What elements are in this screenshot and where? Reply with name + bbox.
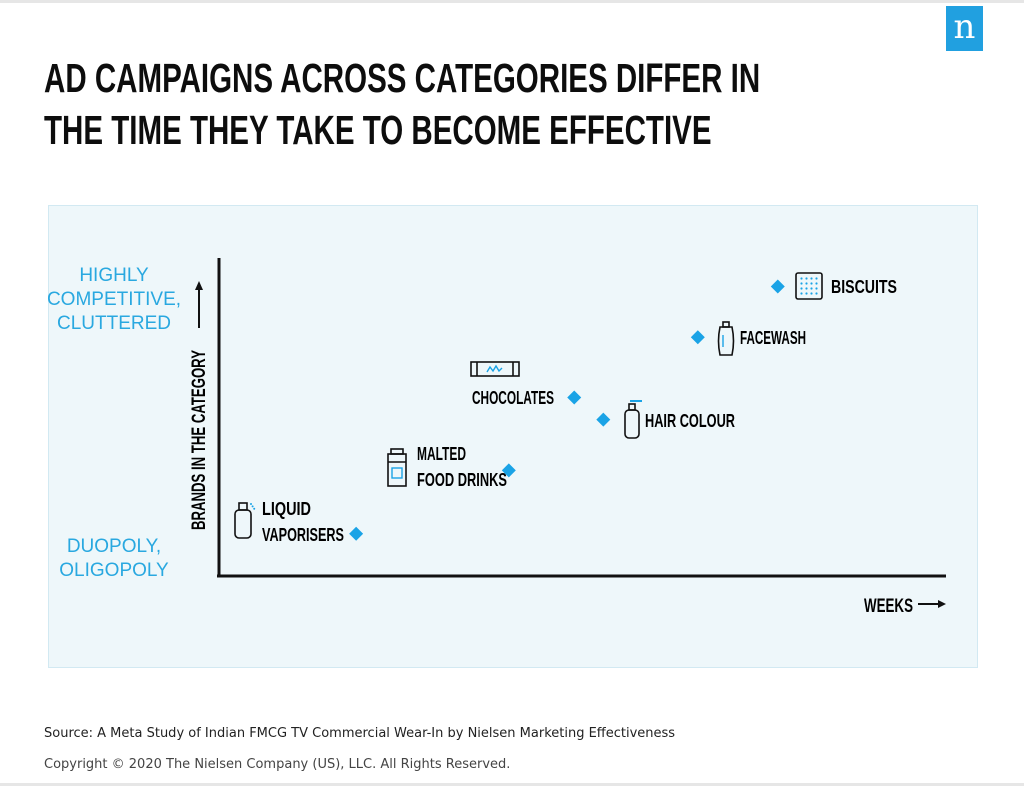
top-rule <box>0 0 1024 3</box>
x-axis-arrow-icon <box>938 600 946 608</box>
data-point-marker <box>690 330 705 345</box>
y-low-label-line: DUOPOLY, <box>67 536 161 557</box>
data-point-marker <box>770 279 785 294</box>
y-high-label-line: CLUTTERED <box>57 313 171 334</box>
pump-bottle-icon <box>624 400 642 439</box>
data-point-group: CHOCOLATES <box>470 361 582 408</box>
data-point-group: HAIR COLOUR <box>596 400 735 439</box>
icon-body <box>795 272 823 300</box>
icon-dot <box>805 282 808 285</box>
icon-label <box>391 467 403 479</box>
data-point-label: HAIR COLOUR <box>645 411 735 431</box>
icon-cap <box>238 502 248 511</box>
icon-body <box>234 509 252 539</box>
icon-spray-dot <box>250 503 252 505</box>
data-point-marker <box>596 412 611 427</box>
y-axis-arrow-icon <box>195 281 203 290</box>
icon-body <box>387 453 407 487</box>
icon-body <box>717 326 735 356</box>
icon-zigzag <box>486 364 503 373</box>
page-title: AD CAMPAIGNS ACROSS CATEGORIES DIFFER IN… <box>44 52 761 156</box>
icon-spray-dot <box>251 505 254 508</box>
nielsen-logo: n <box>946 6 983 51</box>
icon-dot <box>815 287 818 290</box>
data-point-group: LIQUID VAPORISERS <box>234 499 364 545</box>
icon-dot <box>815 292 818 295</box>
data-point-marker <box>567 390 582 405</box>
y-high-label-line: HIGHLY <box>79 265 149 286</box>
y-low-label-line: OLIGOPOLY <box>59 560 169 581</box>
icon-body <box>624 409 640 439</box>
icon-dot <box>800 292 803 295</box>
data-point-group: MALTED FOOD DRINKS <box>387 444 516 490</box>
y-axis-label: BRANDS IN THE CATEGORY <box>189 350 210 530</box>
icon-dot <box>810 287 813 290</box>
title-line-1: AD CAMPAIGNS ACROSS CATEGORIES DIFFER IN <box>44 55 761 101</box>
spray-bottle-icon <box>234 502 256 539</box>
data-point-label: BISCUITS <box>831 277 897 297</box>
data-point-label: FOOD DRINKS <box>417 470 507 490</box>
data-point-marker <box>349 526 364 541</box>
icon-dot <box>815 277 818 280</box>
data-point-label: VAPORISERS <box>262 525 344 545</box>
data-point-label: CHOCOLATES <box>472 388 554 408</box>
data-point-label: FACEWASH <box>740 328 806 348</box>
icon-neck <box>628 403 636 411</box>
source-note: Source: A Meta Study of Indian FMCG TV C… <box>44 726 676 741</box>
icon-dot <box>800 282 803 285</box>
bottom-rule <box>0 783 1024 786</box>
chart-panel <box>48 205 978 668</box>
icon-dot <box>805 277 808 280</box>
icon-dot <box>805 287 808 290</box>
icon-dot <box>815 282 818 285</box>
icon-lid <box>390 448 404 455</box>
data-point-label: MALTED <box>417 444 466 464</box>
copyright-note: Copyright © 2020 The Nielsen Company (US… <box>44 757 511 772</box>
icon-dot <box>810 282 813 285</box>
data-point-marker <box>501 463 516 478</box>
icon-cap <box>722 321 730 328</box>
icon-wrapper <box>470 361 520 377</box>
jar-icon <box>387 448 407 487</box>
icon-dot <box>800 277 803 280</box>
data-point-group: FACEWASH <box>690 321 806 356</box>
icon-dot <box>810 292 813 295</box>
icon-dot <box>810 277 813 280</box>
icon-dot <box>800 287 803 290</box>
data-point-label: LIQUID <box>262 499 311 519</box>
x-axis-label: WEEKS <box>864 596 913 617</box>
data-point-group: BISCUITS <box>770 272 897 300</box>
y-high-label-line: COMPETITIVE, <box>47 289 181 310</box>
title-line-2: THE TIME THEY TAKE TO BECOME EFFECTIVE <box>44 107 712 153</box>
tube-icon <box>717 321 735 356</box>
icon-dot <box>805 292 808 295</box>
biscuit-icon <box>795 272 823 300</box>
chocolate-bar-icon <box>470 361 520 377</box>
icon-spray-dot <box>253 507 256 510</box>
